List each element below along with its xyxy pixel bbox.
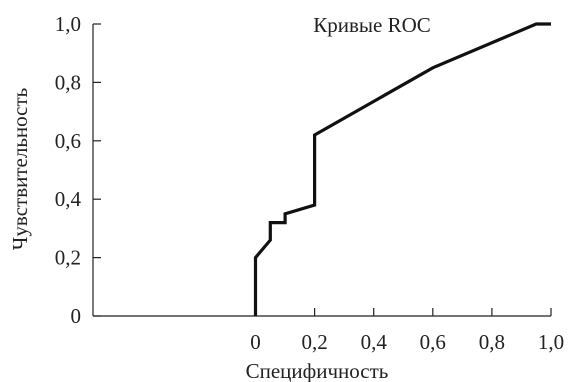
x-axis-title: Специфичность — [246, 359, 389, 382]
y-tick-label: 1,0 — [55, 12, 81, 36]
x-tick-label: 0,6 — [420, 330, 446, 354]
roc-curve-line — [253, 22, 551, 316]
chart-title: Кривые ROC — [313, 13, 431, 37]
x-tick-label: 0,2 — [301, 330, 327, 354]
y-axis-title: Чувствительность — [8, 88, 32, 250]
x-tick-label: 0,8 — [479, 330, 505, 354]
x-tick-label: 0,4 — [361, 330, 388, 354]
x-tick-label: 1,0 — [538, 330, 564, 354]
y-tick-label: 0 — [71, 304, 82, 328]
y-tick-label: 0,6 — [55, 129, 81, 153]
y-tick-label: 0,8 — [55, 70, 81, 94]
x-tick-label: 0 — [250, 330, 261, 354]
chart-marks — [253, 22, 551, 316]
chart-axes: 0 0,2 0,4 0,6 0,8 1,0 0 0,2 0,4 0,6 0,8 1,0 — [55, 12, 564, 354]
y-tick-label: 0,2 — [55, 246, 81, 270]
y-tick-label: 0,4 — [55, 187, 82, 211]
